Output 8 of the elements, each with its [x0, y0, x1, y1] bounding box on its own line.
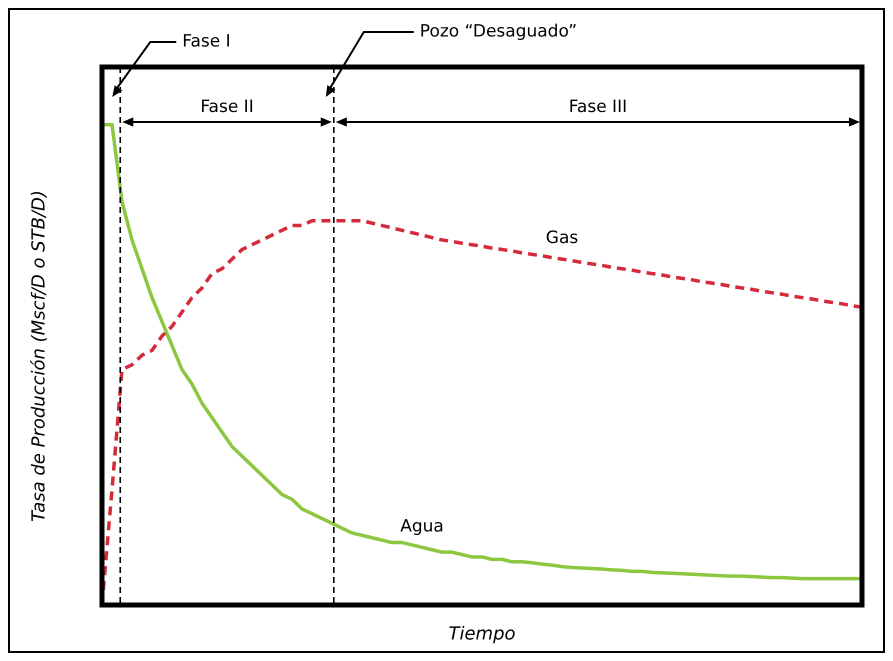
y-axis-title: Tasa de Producción (Mscf/D o STB/D)	[28, 190, 50, 522]
series-label: Agua	[400, 516, 444, 536]
text: Fase II	[200, 96, 254, 117]
series-label: Gas	[546, 228, 578, 248]
x-axis-title: Tiempo	[448, 624, 516, 645]
text: Pozo “Desaguado”	[420, 21, 578, 42]
text: Fase III	[568, 96, 628, 117]
text: Fase I	[182, 31, 231, 52]
